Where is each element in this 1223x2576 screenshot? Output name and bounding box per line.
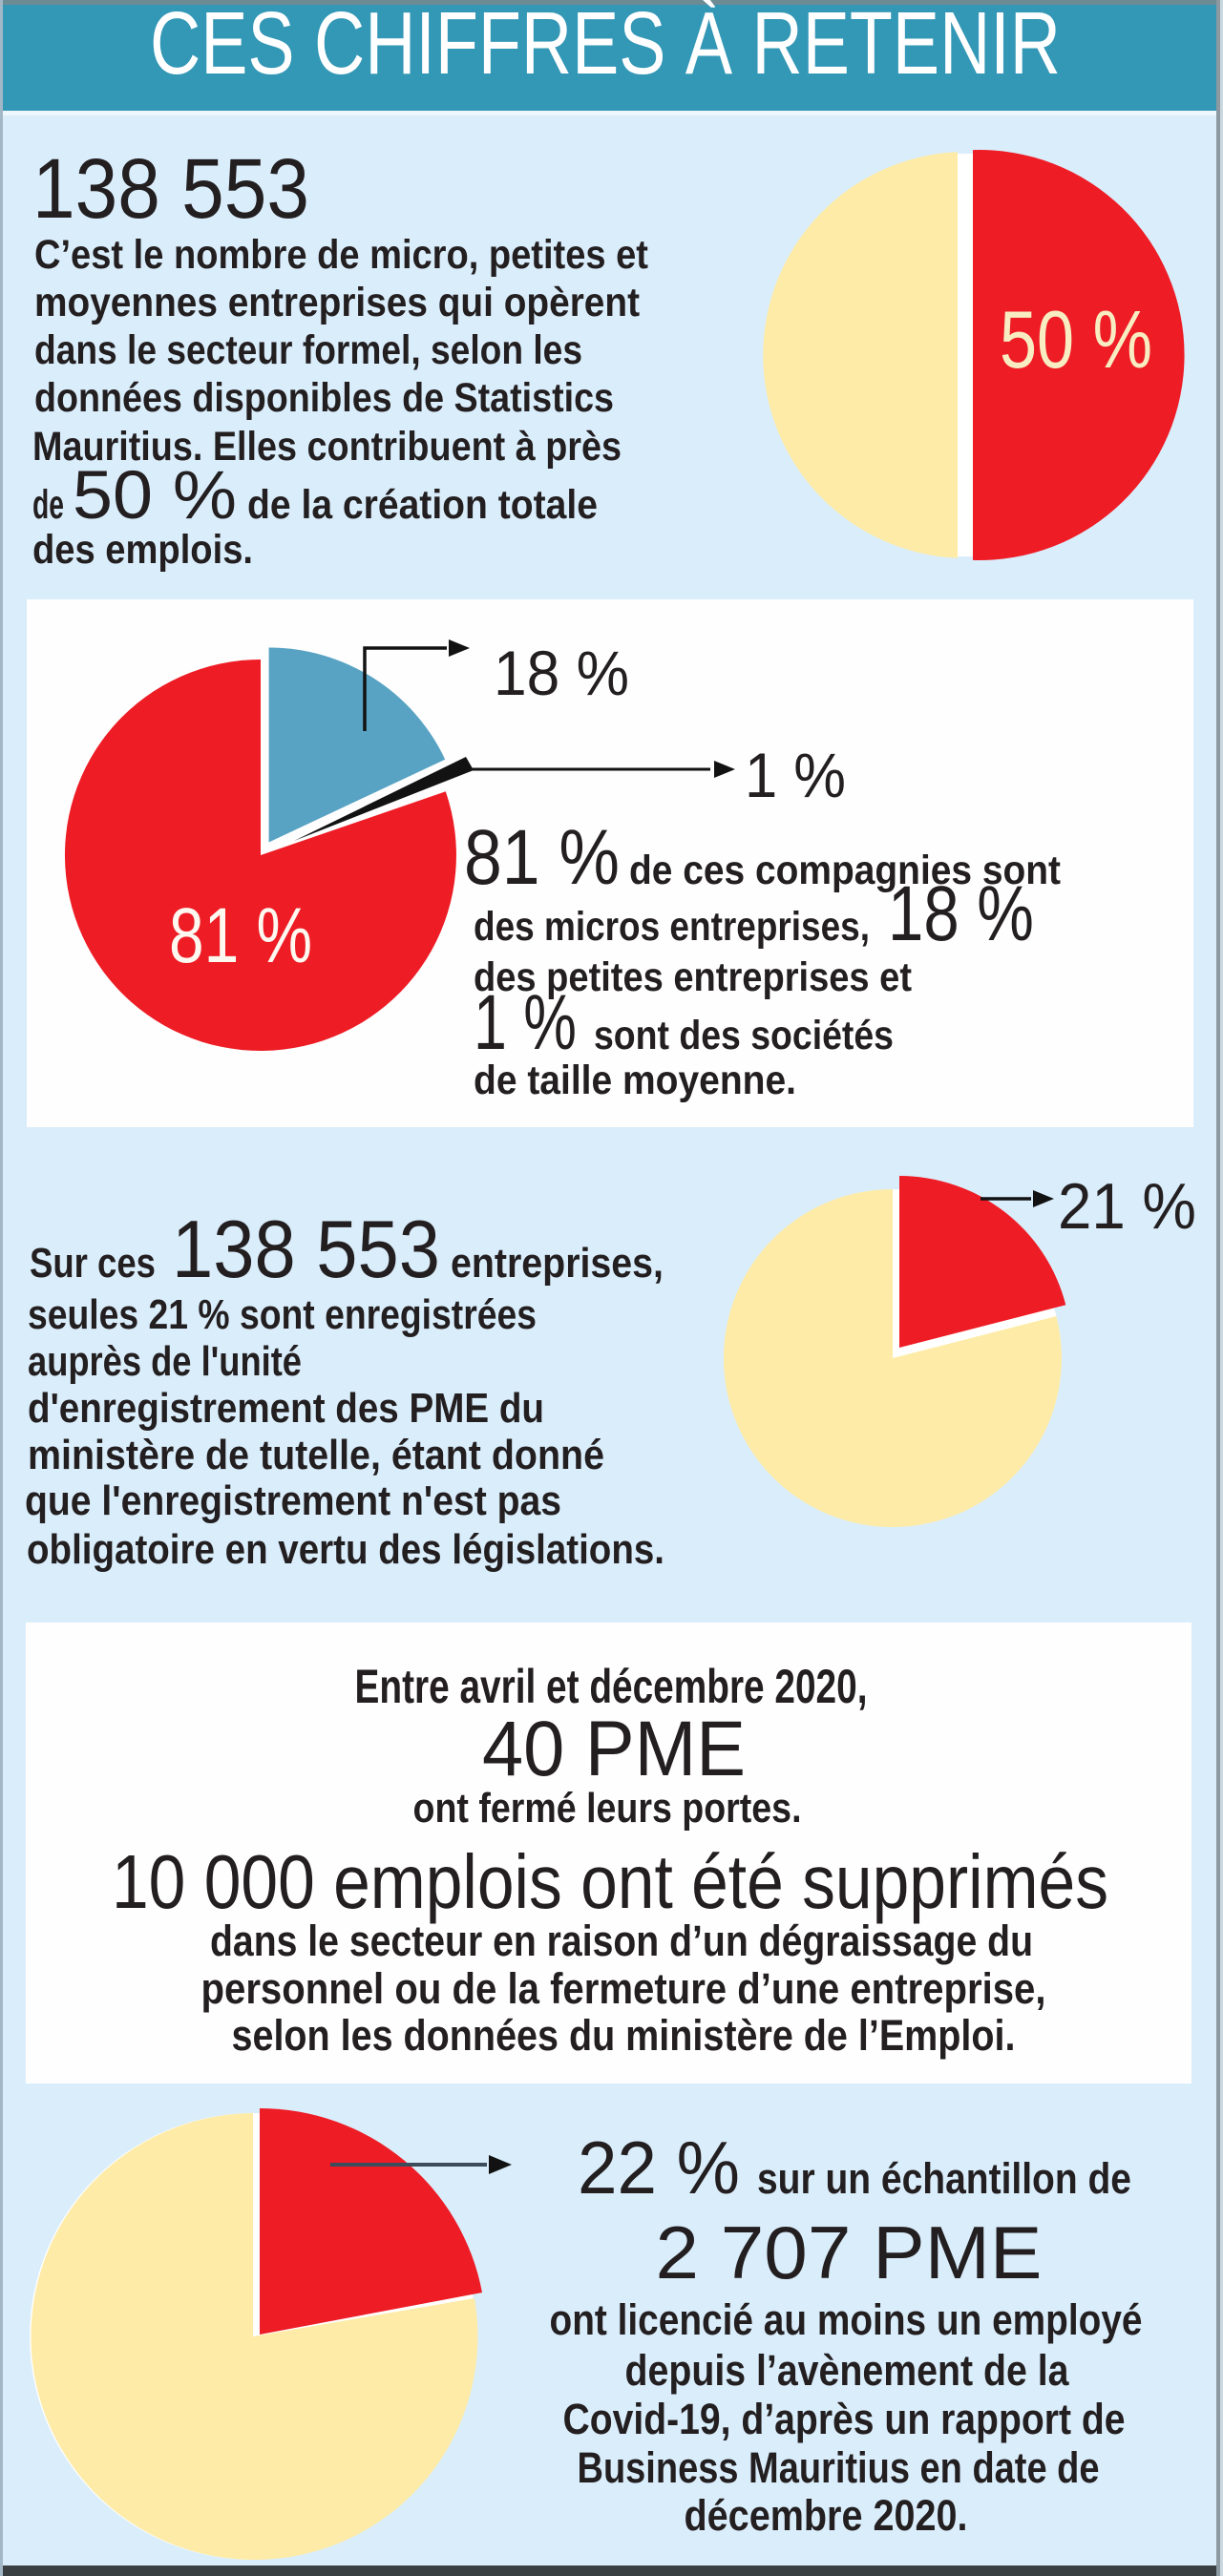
svg-text:138 553: 138 553 [32,140,309,236]
svg-text:auprès de l'unité: auprès de l'unité [28,1338,302,1385]
svg-text:81 %de ces compagnies sont: 81 % de ces compagnies sont [464,814,1061,901]
svg-text:depuis l’avènement de la: depuis l’avènement de la [625,2346,1070,2395]
svg-text:22 %sur un échantillon de: 22 % sur un échantillon de [578,2126,1131,2209]
svg-text:dans le secteur en raison d’un: dans le secteur en raison d’un dégraissa… [210,1916,1033,1965]
svg-text:Entre avril et décembre 2020,: Entre avril et décembre 2020, [355,1660,868,1713]
svg-text:moyennes entreprises qui opère: moyennes entreprises qui opèrent [34,280,640,325]
svg-text:d'enregistrement des PME du: d'enregistrement des PME du [28,1385,544,1432]
svg-text:données disponibles de Statist: données disponibles de Statistics [34,375,614,421]
svg-text:18 %: 18 % [494,638,629,708]
svg-text:obligatoire en vertu des légis: obligatoire en vertu des législations. [27,1526,664,1573]
svg-text:seules 21 % sont enregistrées: seules 21 % sont enregistrées [28,1291,537,1338]
svg-text:C’est le nombre de micro, peti: C’est le nombre de micro, petites et [34,232,648,278]
svg-text:décembre 2020.: décembre 2020. [685,2491,968,2540]
svg-text:Mauritius. Elles contribuent à: Mauritius. Elles contribuent à près [32,424,622,470]
svg-text:1 %sont des sociétés: 1 % sont des sociétés [474,979,894,1066]
svg-text:40 PME: 40 PME [482,1706,746,1792]
svg-text:10 000 emplois ont été supprim: 10 000 emplois ont été supprimés [112,1839,1108,1924]
svg-text:des emplois.: des emplois. [32,527,253,573]
svg-text:selon les données du ministère: selon les données du ministère de l’Empl… [232,2011,1016,2060]
svg-text:81 %: 81 % [169,892,312,979]
svg-text:personnel ou de la fermeture d: personnel ou de la fermeture d’une entre… [201,1964,1046,2013]
svg-text:Covid-19, d’après un rapport d: Covid-19, d’après un rapport de [563,2395,1126,2443]
svg-text:des petites entreprises et: des petites entreprises et [474,954,912,1000]
svg-text:des micros entreprises,18 %: des micros entreprises, 18 % [474,870,1034,957]
svg-text:de taille moyenne.: de taille moyenne. [474,1058,796,1103]
svg-text:ont fermé leurs portes.: ont fermé leurs portes. [413,1785,802,1832]
svg-text:1 %: 1 % [745,740,846,810]
svg-text:Business Mauritius en date de: Business Mauritius en date de [578,2443,1100,2492]
svg-text:2 707 PME: 2 707 PME [656,2210,1043,2294]
svg-text:50 %: 50 % [1000,295,1152,386]
svg-text:ont licencié au moins un emplo: ont licencié au moins un employé [550,2295,1143,2344]
svg-text:ministère de tutelle, étant do: ministère de tutelle, étant donné [28,1432,604,1478]
svg-text:21 %: 21 % [1058,1170,1196,1243]
svg-text:que l'enregistrement n'est pas: que l'enregistrement n'est pas [25,1477,561,1524]
svg-text:CES CHIFFRES À RETENIR: CES CHIFFRES À RETENIR [150,0,1061,93]
svg-text:dans le secteur formel, selon: dans le secteur formel, selon les [34,327,582,373]
